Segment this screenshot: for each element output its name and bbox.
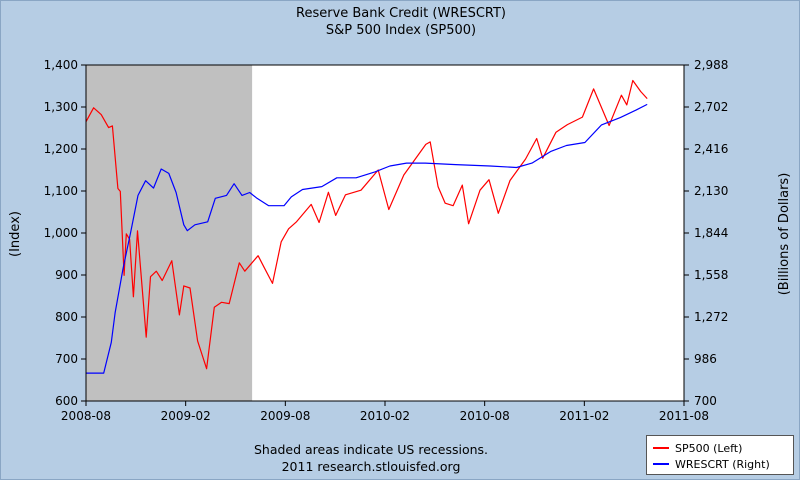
y-tick-label-left: 1,100: [44, 184, 78, 198]
y-tick-label-left: 700: [55, 352, 78, 366]
series-line-wrescrt: [86, 103, 648, 374]
legend-swatch-sp500: [653, 447, 669, 449]
y-axis-label-right: (Billions of Dollars): [777, 173, 792, 296]
y-tick-label-left: 1,400: [44, 58, 78, 72]
y-tick-label-right: 2,702: [694, 100, 728, 114]
y-tick-label-right: 1,844: [694, 226, 728, 240]
y-tick-label-left: 900: [55, 268, 78, 282]
footer-recession-note: Shaded areas indicate US recessions.: [253, 442, 489, 457]
x-tick-label: 2010-08: [460, 409, 510, 423]
x-tick-label: 2011-02: [559, 409, 609, 423]
y-tick-label-right: 1,272: [694, 310, 728, 324]
y-tick-label-left: 1,200: [44, 142, 78, 156]
y-tick-label-right: 2,416: [694, 142, 728, 156]
x-tick-label: 2008-08: [61, 409, 111, 423]
legend-item-sp500: SP500 (Left): [653, 441, 742, 455]
y-tick-label-right: 2,988: [694, 58, 728, 72]
y-tick-label-left: 800: [55, 310, 78, 324]
chart-title-line2: S&P 500 Index (SP500): [325, 23, 477, 38]
y-tick-label-right: 2,130: [694, 184, 728, 198]
legend-item-wrescrt: WRESCRT (Right): [653, 457, 770, 471]
y-tick-label-right: 986: [694, 352, 717, 366]
recession-shading: [86, 65, 253, 401]
legend-label-wrescrt: WRESCRT (Right): [675, 457, 770, 471]
y-tick-label-right: 700: [694, 394, 717, 408]
series-line-sp500: [85, 79, 648, 370]
footer-source: 2011 research.stlouisfed.org: [281, 459, 461, 474]
legend-swatch-wrescrt: [653, 463, 669, 465]
legend: SP500 (Left) WRESCRT (Right): [646, 435, 794, 475]
y-tick-label-left: 1,300: [44, 100, 78, 114]
y-tick-label-left: 1,000: [44, 226, 78, 240]
x-tick-label: 2011-08: [659, 409, 709, 423]
y-tick-label-right: 1,558: [694, 268, 728, 282]
chart-title-line1: Reserve Bank Credit (WRESCRT): [296, 6, 506, 21]
y-tick-label-left: 600: [55, 394, 78, 408]
x-tick-label: 2010-02: [360, 409, 410, 423]
x-tick-label: 2009-02: [161, 409, 211, 423]
legend-label-sp500: SP500 (Left): [675, 441, 743, 455]
y-axis-label-left: (Index): [8, 211, 23, 257]
x-tick-label: 2009-08: [260, 409, 310, 423]
